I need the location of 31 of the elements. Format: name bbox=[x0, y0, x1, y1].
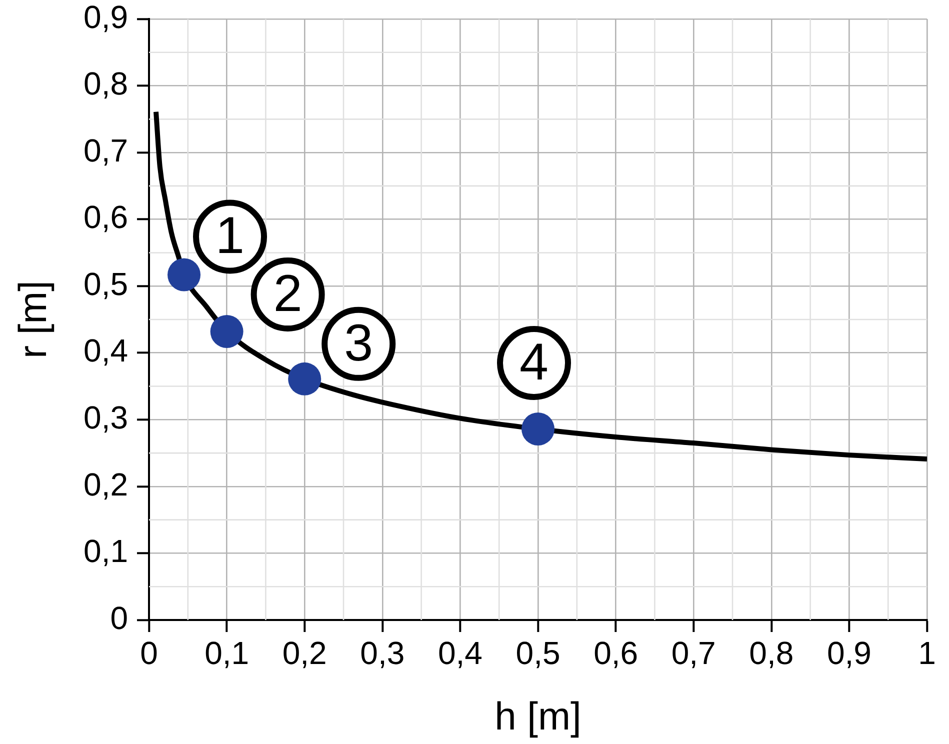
y-axis-title: r [m] bbox=[12, 280, 56, 358]
y-tick-label: 0,5 bbox=[84, 266, 128, 302]
y-tick-label: 0,1 bbox=[84, 533, 128, 570]
x-tick-label: 0 bbox=[140, 635, 158, 672]
x-tick-label: 0,3 bbox=[360, 635, 405, 672]
y-tick-label: 0,8 bbox=[84, 66, 128, 102]
x-tick-label: 0,8 bbox=[749, 635, 794, 672]
y-tick-label: 0,7 bbox=[84, 132, 128, 168]
x-tick-label: 0,1 bbox=[204, 635, 250, 672]
point bbox=[168, 258, 201, 292]
annotation: 1 bbox=[216, 207, 244, 266]
y-tick-label: 0,4 bbox=[84, 332, 128, 369]
annotation: 2 bbox=[273, 264, 302, 323]
y-tick-label: 0 bbox=[110, 600, 128, 636]
point bbox=[210, 315, 244, 348]
annotation: 3 bbox=[344, 314, 374, 372]
x-tick-label: 0,5 bbox=[516, 635, 560, 672]
point bbox=[288, 362, 322, 396]
x-tick-label: 0,4 bbox=[438, 635, 482, 672]
x-tick-label: 0,2 bbox=[282, 635, 327, 672]
y-tick-label: 0,2 bbox=[84, 466, 128, 502]
x-tick-label: 0,6 bbox=[594, 635, 638, 672]
x-axis-title: h [m] bbox=[494, 695, 582, 738]
point bbox=[522, 412, 554, 446]
y-tick-label: 0,3 bbox=[84, 399, 128, 436]
y-tick-label: 0,9 bbox=[84, 0, 128, 35]
x-tick-label: 0,7 bbox=[671, 635, 716, 672]
y-tick-label: 0,6 bbox=[84, 199, 128, 236]
x-tick-label: 0,9 bbox=[826, 635, 872, 672]
annotation: 4 bbox=[520, 333, 548, 392]
x-tick-label: 1 bbox=[918, 635, 936, 672]
